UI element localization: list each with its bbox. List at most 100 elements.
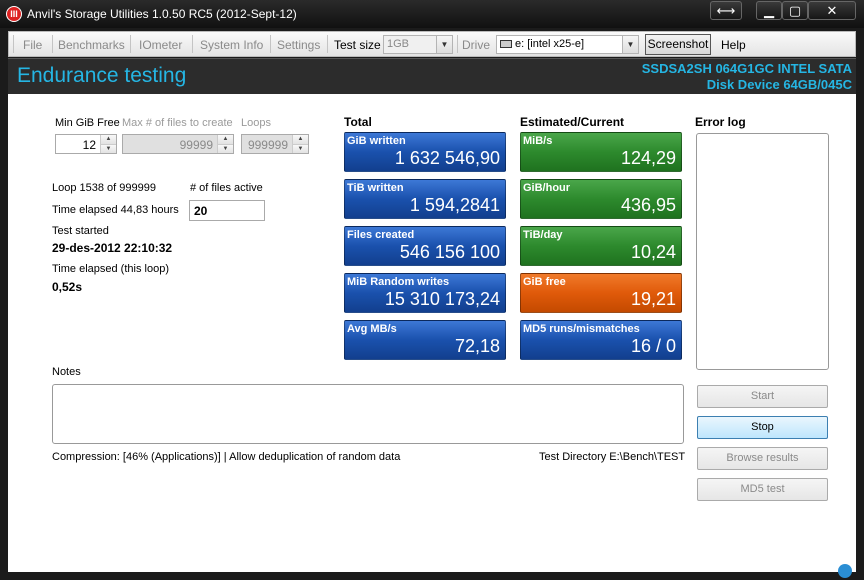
toolbar-separator [270, 35, 271, 53]
spinner-buttons[interactable]: ▲ ▼ [100, 135, 116, 153]
tile-value: 16 / 0 [630, 336, 676, 356]
loops-value: 999999 [247, 138, 288, 152]
chevron-down-icon[interactable]: ▼ [218, 144, 233, 153]
loop-counter: Loop 1538 of 999999 [52, 182, 156, 194]
loop-elapsed-label: Time elapsed (this loop) [52, 263, 169, 275]
menu-toolbar: File Benchmarks IOmeter System Info Sett… [8, 31, 856, 57]
stop-button[interactable]: Stop [697, 416, 828, 439]
toolbar-separator [457, 35, 458, 53]
menu-benchmarks[interactable]: Benchmarks [58, 38, 125, 52]
tile-mib-per-s: MiB/s 124,29 [520, 132, 682, 172]
tray-icon [838, 564, 852, 578]
drive-value: e: [intel x25-e] [515, 38, 585, 50]
tile-mib-random-writes: MiB Random writes 15 310 173,24 [344, 273, 506, 313]
tile-value: 1 632 546,90 [394, 148, 500, 168]
resize-button[interactable]: ⟷ [710, 1, 742, 20]
toolbar-separator [52, 35, 53, 53]
notes-label: Notes [52, 366, 81, 378]
chevron-down-icon: ▼ [622, 36, 638, 53]
min-gib-free-spinner[interactable]: 12 ▲ ▼ [55, 134, 117, 154]
drive-label: Drive [462, 38, 491, 52]
tile-label: MiB/s [523, 135, 553, 147]
test-directory: Test Directory E:\Bench\TEST [539, 451, 686, 463]
menu-file[interactable]: File [23, 38, 43, 52]
chevron-up-icon[interactable]: ▲ [101, 135, 116, 144]
screenshot-button[interactable]: Screenshot [645, 34, 711, 55]
tile-label: GiB written [347, 135, 406, 147]
min-gib-free-label: Min GiB Free [55, 117, 120, 129]
toolbar-separator [327, 35, 328, 53]
drive-icon [500, 40, 512, 49]
error-log-box[interactable] [696, 133, 829, 370]
min-gib-free-value: 12 [82, 138, 96, 152]
browse-results-button[interactable]: Browse results [697, 447, 828, 470]
files-active-label: # of files active [190, 182, 263, 194]
tile-value: 19,21 [630, 289, 676, 309]
header-banner: Endurance testing SSDSA2SH 064G1GC INTEL… [8, 58, 856, 94]
toolbar-separator [130, 35, 131, 53]
tile-value: 124,29 [620, 148, 676, 168]
tile-tib-per-day: TiB/day 10,24 [520, 226, 682, 266]
minimize-button[interactable]: ▁ [756, 1, 782, 20]
chevron-down-icon: ▼ [436, 36, 452, 53]
main-panel: Min GiB Free 12 ▲ ▼ Max # of files to cre… [8, 94, 856, 572]
tile-gib-free: GiB free 19,21 [520, 273, 682, 313]
test-started-label: Test started [52, 225, 109, 237]
toolbar-separator [13, 35, 14, 53]
tile-label: TiB written [347, 182, 404, 194]
window-bottom-edge [0, 572, 864, 580]
tile-label: MiB Random writes [347, 276, 450, 288]
compression-info: Compression: [46% (Applications)] | Allo… [52, 451, 401, 463]
tile-tib-written: TiB written 1 594,2841 [344, 179, 506, 219]
tile-gib-written: GiB written 1 632 546,90 [344, 132, 506, 172]
start-button[interactable]: Start [697, 385, 828, 408]
test-size-label: Test size [334, 38, 381, 52]
tile-gib-per-hour: GiB/hour 436,95 [520, 179, 682, 219]
error-log-heading: Error log [695, 115, 746, 129]
total-heading: Total [344, 115, 372, 129]
close-button[interactable]: ✕ [808, 1, 856, 20]
tile-value: 72,18 [454, 336, 500, 356]
drive-select[interactable]: e: [intel x25-e] ▼ [496, 35, 639, 54]
tile-label: GiB free [523, 276, 566, 288]
menu-help[interactable]: Help [721, 38, 746, 52]
test-started-value: 29-des-2012 22:10:32 [52, 241, 173, 255]
device-name: SSDSA2SH 064G1GC INTEL SATA Disk Device … [642, 61, 852, 93]
tile-md5-runs: MD5 runs/mismatches 16 / 0 [520, 320, 682, 360]
test-size-value: 1GB [387, 38, 410, 50]
loop-elapsed-value: 0,52s [52, 280, 83, 294]
loops-spinner[interactable]: 999999 ▲ ▼ [241, 134, 309, 154]
tile-avg-mbs: Avg MB/s 72,18 [344, 320, 506, 360]
chevron-down-icon[interactable]: ▼ [101, 144, 116, 153]
files-active-field[interactable]: 20 [189, 200, 265, 221]
tile-value: 15 310 173,24 [384, 289, 500, 309]
window-title: Anvil's Storage Utilities 1.0.50 RC5 (20… [27, 7, 297, 21]
tile-label: TiB/day [523, 229, 563, 241]
tile-label: Files created [347, 229, 415, 241]
tile-value: 1 594,2841 [409, 195, 500, 215]
md5-test-button[interactable]: MD5 test [697, 478, 828, 501]
chevron-up-icon[interactable]: ▲ [293, 135, 308, 144]
tile-files-created: Files created 546 156 100 [344, 226, 506, 266]
menu-system-info[interactable]: System Info [200, 38, 264, 52]
chevron-down-icon[interactable]: ▼ [293, 144, 308, 153]
tile-label: Avg MB/s [347, 323, 397, 335]
device-name-line2: Disk Device 64GB/045C [706, 77, 852, 92]
loops-label: Loops [241, 117, 271, 129]
menu-iometer[interactable]: IOmeter [139, 38, 183, 52]
spinner-buttons[interactable]: ▲ ▼ [292, 135, 308, 153]
max-files-value: 99999 [179, 138, 213, 152]
tile-value: 436,95 [620, 195, 676, 215]
menu-settings[interactable]: Settings [277, 38, 321, 52]
notes-textarea[interactable] [52, 384, 684, 444]
spinner-buttons[interactable]: ▲ ▼ [217, 135, 233, 153]
app-icon: III [6, 6, 22, 22]
max-files-label: Max # of files to create [122, 117, 233, 129]
test-size-select[interactable]: 1GB ▼ [383, 35, 453, 54]
chevron-up-icon[interactable]: ▲ [218, 135, 233, 144]
tile-value: 546 156 100 [399, 242, 500, 262]
maximize-button[interactable]: ▢ [782, 1, 808, 20]
toolbar-separator [192, 35, 193, 53]
device-name-line1: SSDSA2SH 064G1GC INTEL SATA [641, 61, 852, 76]
max-files-spinner[interactable]: 99999 ▲ ▼ [122, 134, 234, 154]
